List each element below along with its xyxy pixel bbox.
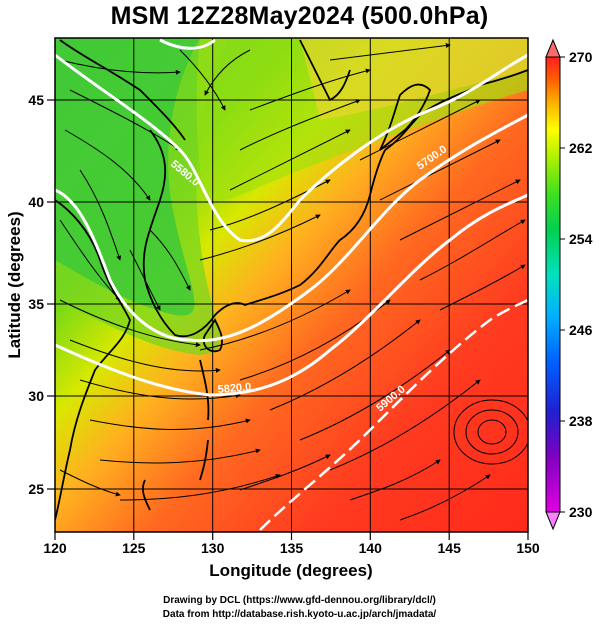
x-tick-labels: 120 125 130 135 140 145 150 bbox=[43, 540, 540, 556]
y-tick-labels: 25 30 35 40 45 bbox=[28, 92, 44, 497]
x-axis-label: Longitude (degrees) bbox=[209, 561, 372, 580]
x-tick-label: 120 bbox=[43, 540, 67, 556]
colorbar-tick-label: 262 bbox=[569, 140, 593, 156]
x-tick-label: 150 bbox=[516, 540, 540, 556]
contour-5580 bbox=[55, 53, 528, 243]
x-tick-label: 140 bbox=[359, 540, 383, 556]
colorbar-max-arrow bbox=[545, 38, 561, 58]
colorbar-min-arrow bbox=[545, 511, 561, 531]
contour-5700 bbox=[55, 113, 528, 343]
contour-label-5820: 5820.0 bbox=[217, 381, 252, 396]
colorbar-tick-label: 230 bbox=[569, 504, 593, 520]
plot-area: 5580.0 5700.0 5820.0 5900.0 bbox=[55, 38, 528, 532]
y-axis-label: Latitude (degrees) bbox=[5, 211, 24, 358]
y-tick-label: 30 bbox=[28, 388, 44, 404]
height-contours bbox=[55, 38, 528, 531]
y-tick-label: 25 bbox=[28, 481, 44, 497]
y-tick-label: 40 bbox=[28, 194, 44, 210]
streamlines bbox=[59, 43, 526, 521]
colorbar-tick-label: 238 bbox=[569, 413, 593, 429]
colorbar-tick-label: 254 bbox=[569, 231, 593, 247]
x-tick-label: 125 bbox=[122, 540, 146, 556]
colorbar-tick-label: 246 bbox=[569, 322, 593, 338]
y-tick-label: 45 bbox=[28, 92, 44, 108]
anticyclone-circulation bbox=[453, 399, 528, 465]
colorbar: 230 238 246 254 262 270 bbox=[545, 38, 593, 531]
y-tick-label: 35 bbox=[28, 296, 44, 312]
colorbar-tick-label: 270 bbox=[569, 49, 593, 65]
contour-5820 bbox=[55, 193, 528, 397]
colorbar-bar bbox=[545, 56, 561, 513]
x-tick-label: 130 bbox=[201, 540, 225, 556]
credit-line-drawing: Drawing by DCL (https://www.gfd-dennou.o… bbox=[163, 595, 436, 606]
contour-5900 bbox=[259, 298, 528, 531]
credit-line-data: Data from http://database.rish.kyoto-u.a… bbox=[162, 609, 437, 620]
coastlines bbox=[55, 39, 528, 521]
x-tick-label: 135 bbox=[280, 540, 304, 556]
colorbar-ticks bbox=[560, 56, 565, 513]
x-tick-label: 145 bbox=[438, 540, 462, 556]
tick-marks bbox=[47, 99, 529, 540]
map-title: MSM 12Z28May2024 (500.0hPa) bbox=[110, 2, 489, 30]
